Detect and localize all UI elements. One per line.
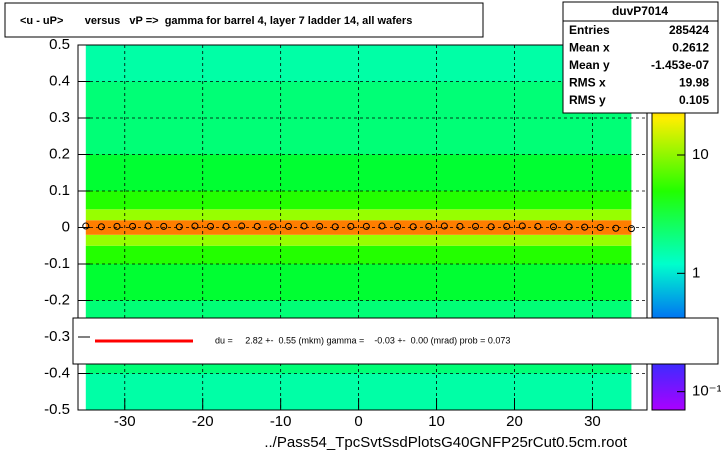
profile-point bbox=[612, 224, 620, 232]
profile-point bbox=[238, 222, 246, 230]
y-tick-label: -0.4 bbox=[44, 364, 70, 381]
stats-label: RMS x bbox=[569, 76, 606, 90]
y-tick-label: 0 bbox=[62, 218, 70, 235]
profile-point bbox=[549, 223, 557, 231]
x-tick-label: 30 bbox=[584, 413, 601, 430]
x-tick-label: -10 bbox=[270, 413, 292, 430]
stats-value: -1.453e-07 bbox=[651, 58, 709, 72]
profile-point bbox=[362, 222, 370, 230]
profile-point bbox=[175, 223, 183, 231]
profile-point bbox=[378, 222, 386, 230]
profile-point bbox=[487, 223, 495, 231]
x-tick-label: 20 bbox=[506, 413, 523, 430]
heatmap-cell bbox=[85, 245, 632, 264]
z-tick-label: 10 bbox=[692, 146, 709, 163]
profile-point bbox=[596, 224, 604, 231]
stats-value: 0.105 bbox=[679, 93, 709, 107]
legend-text: du = 2.82 +- 0.55 (mkm) gamma = -0.03 +-… bbox=[215, 335, 510, 345]
profile-point bbox=[456, 222, 464, 230]
profile-point bbox=[113, 222, 121, 230]
stats-value: 0.2612 bbox=[672, 41, 709, 55]
heatmap-cell bbox=[85, 234, 632, 246]
y-tick-label: -0.1 bbox=[44, 255, 70, 272]
profile-point bbox=[316, 222, 324, 230]
profile-point bbox=[503, 222, 511, 230]
y-tick-label: 0.1 bbox=[49, 182, 70, 199]
y-tick-label: -0.3 bbox=[44, 328, 70, 345]
y-tick-label: 0.3 bbox=[49, 109, 70, 126]
profile-point bbox=[518, 222, 526, 230]
profile-point bbox=[440, 222, 448, 230]
profile-point bbox=[581, 223, 589, 231]
profile-point bbox=[269, 223, 277, 231]
stats-box: duvP7014 Entries 285424 Mean x 0.2612 Mean y… bbox=[562, 1, 719, 114]
x-tick-label: -20 bbox=[192, 413, 214, 430]
z-tick-label: 10⁻¹ bbox=[692, 383, 721, 400]
profile-point bbox=[97, 223, 105, 231]
profile-point bbox=[409, 223, 417, 231]
profile-point bbox=[222, 222, 230, 230]
heatmap-cell bbox=[85, 191, 632, 210]
y-tick-label: 0.2 bbox=[49, 145, 70, 162]
y-tick-label: -0.5 bbox=[44, 401, 70, 418]
profile-point bbox=[300, 222, 308, 230]
stats-label: Mean y bbox=[569, 58, 610, 72]
profile-point bbox=[534, 222, 542, 230]
profile-point bbox=[144, 222, 152, 230]
x-tick-label: -30 bbox=[114, 413, 136, 430]
stats-value: 19.98 bbox=[679, 76, 709, 90]
profile-point bbox=[82, 222, 90, 230]
stats-value: 285424 bbox=[669, 23, 709, 37]
stats-label: Entries bbox=[569, 23, 610, 37]
profile-point bbox=[207, 222, 215, 230]
profile-point bbox=[394, 222, 402, 230]
y-tick-label: 0.4 bbox=[49, 72, 70, 89]
profile-point bbox=[472, 222, 480, 230]
profile-point bbox=[129, 222, 137, 230]
x-axis-label: ../Pass54_TpcSvtSsdPlotsG40GNFP25rCut0.5… bbox=[264, 434, 627, 451]
profile-point bbox=[627, 225, 635, 233]
y-tick-label: 0.5 bbox=[49, 36, 70, 53]
plot-area bbox=[78, 44, 647, 411]
profile-point bbox=[160, 222, 168, 230]
stats-label: RMS y bbox=[569, 93, 606, 107]
stats-label: Mean x bbox=[569, 41, 610, 55]
profile-point bbox=[191, 222, 199, 230]
heatmap-cell bbox=[85, 264, 632, 301]
profile-point bbox=[565, 223, 573, 231]
y-tick-label: -0.2 bbox=[44, 291, 70, 308]
x-tick-label: 0 bbox=[354, 413, 362, 430]
chart-title: <u - uP> versus vP => gamma for barrel 4… bbox=[20, 15, 412, 27]
z-tick-label: 1 bbox=[692, 264, 700, 281]
stats-title: duvP7014 bbox=[612, 4, 668, 18]
profile-point bbox=[347, 222, 355, 230]
title-box bbox=[4, 2, 484, 38]
profile-point bbox=[425, 222, 433, 230]
fit-legend: du = 2.82 +- 0.55 (mkm) gamma = -0.03 +-… bbox=[72, 317, 719, 365]
profile-point bbox=[253, 222, 261, 230]
profile-point bbox=[331, 223, 339, 231]
profile-point bbox=[284, 222, 292, 230]
x-tick-label: 10 bbox=[428, 413, 445, 430]
